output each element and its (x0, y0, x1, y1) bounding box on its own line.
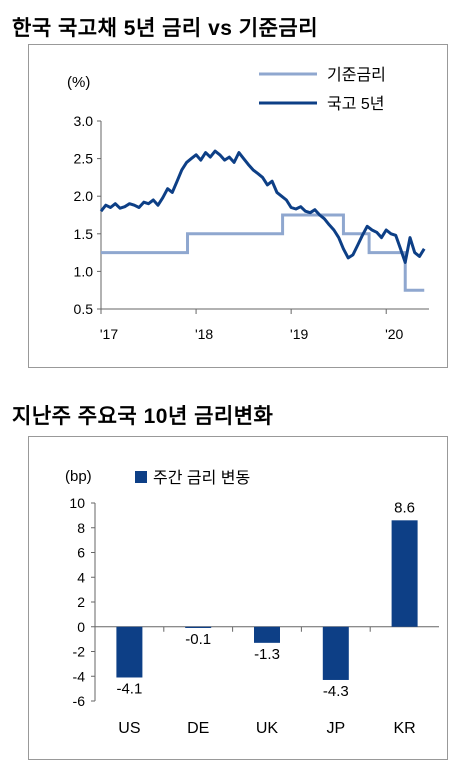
category-label: DE (187, 720, 209, 737)
y-tick-label: 2.0 (74, 188, 94, 204)
bar-jp (322, 626, 349, 680)
legend-swatch-weekly-change (135, 471, 147, 483)
y-tick-label: 1.0 (74, 263, 94, 279)
data-label: -0.1 (185, 631, 211, 648)
chart2-title: 지난주 주요국 10년 금리변화 (12, 405, 274, 428)
data-label: -4.1 (116, 680, 142, 697)
legend-label-5y-bond: 국고 5년 (327, 95, 385, 113)
category-label: UK (256, 720, 279, 737)
bar-us (116, 626, 143, 678)
y-tick-label: 0.5 (74, 301, 94, 317)
y-tick-label: 10 (69, 495, 85, 511)
y-tick-label: -2 (73, 644, 86, 660)
y-axis-unit-label: (bp) (65, 468, 92, 485)
data-label: 8.6 (394, 499, 415, 516)
x-tick-label: '18 (195, 326, 213, 342)
category-label: JP (326, 720, 345, 737)
legend-label-policy-rate: 기준금리 (327, 66, 386, 84)
chart1-title: 한국 국고채 5년 금리 vs 기준금리 (12, 17, 319, 40)
y-tick-label: 2.5 (74, 151, 94, 167)
legend: 주간 금리 변동 (135, 469, 250, 487)
y-tick-label: 2 (77, 594, 85, 610)
policy-rate-line (101, 213, 425, 292)
y-tick-label: 8 (77, 520, 85, 536)
line-chart: 0.5 1.0 1.5 2.0 2.5 3.0 '17 '18 '19 '20 (%) 기준금리 … (67, 66, 429, 342)
y-tick-label: 6 (77, 545, 85, 561)
y-tick-label: 1.5 (74, 226, 94, 242)
data-label: -1.3 (254, 646, 280, 663)
y-tick-label: 3.0 (74, 113, 94, 129)
chart1-panel: 0.5 1.0 1.5 2.0 2.5 3.0 '17 '18 '19 '20 (%) 기준금리 … (28, 44, 448, 368)
y-axis-unit-label: (%) (67, 74, 90, 91)
chart2-panel: -6 -4 -2 0 2 4 6 8 10 (bp) 주간 금리 변동 -4.1 US -0.1 DE… (28, 436, 448, 760)
category-label: KR (393, 720, 415, 737)
y-tick-label: 0 (77, 619, 85, 635)
y-tick-label: -4 (73, 668, 86, 684)
y-tick-label: 4 (77, 569, 85, 585)
x-tick-label: '20 (385, 326, 403, 342)
x-tick-label: '19 (290, 326, 308, 342)
bar-chart: -6 -4 -2 0 2 4 6 8 10 (bp) 주간 금리 변동 -4.1 US -0.1 DE… (65, 468, 439, 737)
data-label: -4.3 (323, 683, 349, 700)
5y-bond-line (99, 149, 426, 264)
legend-label-weekly-change: 주간 금리 변동 (153, 469, 250, 487)
x-tick-label: '17 (100, 326, 118, 342)
y-tick-label: -6 (73, 693, 86, 709)
bar-kr (391, 520, 418, 627)
category-label: US (118, 720, 140, 737)
bar-de (185, 626, 212, 628)
bar-uk (254, 626, 280, 643)
legend: 기준금리 국고 5년 (259, 66, 386, 113)
